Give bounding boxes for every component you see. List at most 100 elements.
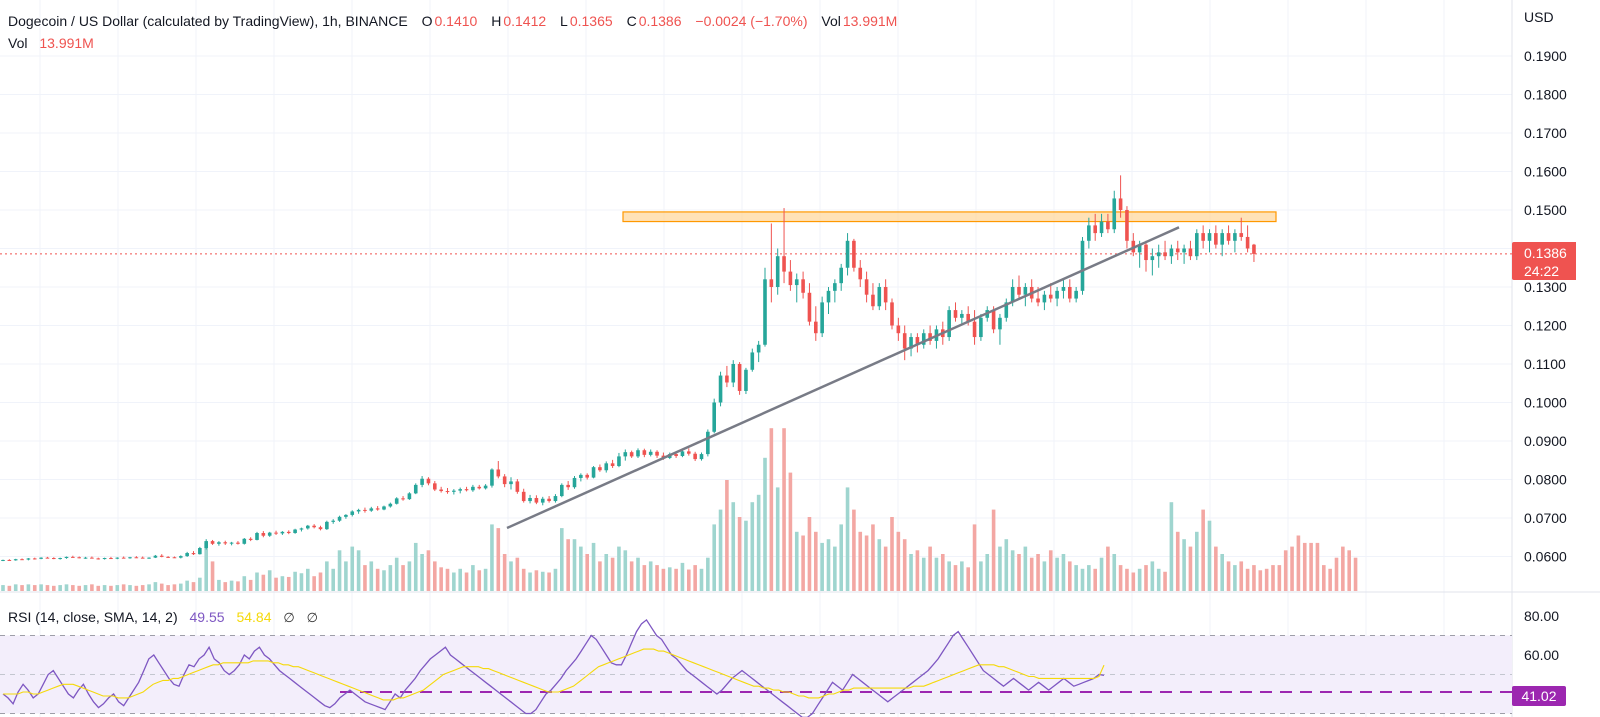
candle-body xyxy=(1175,248,1180,253)
rsi-legend: RSI (14, close, SMA, 14, 2) 49.55 54.84 … xyxy=(8,609,320,626)
price-axis[interactable]: 0.19000.18000.17000.16000.15000.14000.13… xyxy=(1524,48,1567,663)
volume-bar xyxy=(331,568,335,591)
candle-body xyxy=(128,557,132,559)
volume-bar xyxy=(58,585,62,591)
ascending-trendline xyxy=(506,226,1180,530)
volume-bar xyxy=(255,572,259,591)
candle-body xyxy=(902,333,907,349)
candle-body xyxy=(299,528,304,530)
volume-bar xyxy=(45,585,50,591)
candle-body xyxy=(375,508,380,510)
volume-bar xyxy=(26,584,31,591)
volume-bar xyxy=(1315,542,1320,591)
volume-bar xyxy=(356,550,361,591)
candle-body xyxy=(1112,198,1117,230)
candle-body xyxy=(1163,252,1167,257)
candle-body xyxy=(725,375,729,383)
candle-body xyxy=(1125,210,1129,241)
candle-body xyxy=(439,489,443,492)
volume-bar xyxy=(248,579,253,591)
candle-body xyxy=(991,310,996,330)
candle-body xyxy=(1144,244,1148,261)
candle-body xyxy=(445,491,450,493)
volume-bar xyxy=(998,546,1002,591)
volume-bar xyxy=(1322,565,1326,591)
volume-bar xyxy=(572,539,577,591)
volume-bar xyxy=(1182,539,1186,591)
candle-body xyxy=(1239,233,1244,237)
candle-body xyxy=(864,279,869,295)
candle-body xyxy=(737,364,742,391)
annotations-front[interactable] xyxy=(506,226,1180,530)
candle-body xyxy=(286,531,291,534)
last-price-tag: 0.1386 24:22 xyxy=(1512,242,1576,280)
symbol-title[interactable]: Dogecoin / US Dollar (calculated by Trad… xyxy=(8,13,408,29)
candle-body xyxy=(947,310,951,338)
candle-body xyxy=(731,364,736,383)
candle-body xyxy=(388,503,393,507)
volume-bar xyxy=(153,582,158,591)
volume-bar xyxy=(591,542,596,591)
hidden-value-icon[interactable]: ∅ xyxy=(283,610,295,625)
volume-bar xyxy=(915,550,920,591)
candle-body xyxy=(337,516,342,521)
candle-body xyxy=(553,496,558,502)
volume-bar xyxy=(909,554,913,591)
rsi-label[interactable]: RSI (14, close, SMA, 14, 2) xyxy=(8,609,178,625)
volume-bar xyxy=(433,561,437,591)
candle-body xyxy=(572,477,577,488)
volume-bar xyxy=(521,568,526,591)
candle-body xyxy=(52,558,56,560)
volume-bar xyxy=(699,568,704,591)
volume-bar xyxy=(502,554,507,591)
volume-bar xyxy=(172,584,177,591)
candle-body xyxy=(1055,290,1059,299)
candle-body xyxy=(858,267,863,280)
hidden-value-icon-2[interactable]: ∅ xyxy=(306,610,318,625)
candle-body xyxy=(401,498,405,500)
candle-body xyxy=(204,541,208,549)
volume-bar xyxy=(890,517,894,591)
volume-bar xyxy=(413,542,418,591)
main-legend: Dogecoin / US Dollar (calculated by Trad… xyxy=(8,13,899,29)
currency-label[interactable]: USD xyxy=(1524,9,1554,25)
candle-body xyxy=(915,337,920,345)
candle-body xyxy=(433,483,437,490)
volume-bar xyxy=(941,554,945,591)
candle-body xyxy=(1220,233,1224,245)
volume-bar xyxy=(1093,568,1097,591)
candle-body xyxy=(1099,221,1104,234)
volume-bar xyxy=(210,561,215,591)
volume-bar xyxy=(509,561,513,591)
volume-bar xyxy=(725,480,729,591)
volume-bar xyxy=(280,576,285,591)
candle-body xyxy=(293,529,297,534)
candle-body xyxy=(312,525,316,528)
volume-bar xyxy=(1233,565,1237,591)
volume-bar xyxy=(814,531,818,591)
volume-label[interactable]: Vol xyxy=(8,35,28,51)
volume-bar xyxy=(985,554,990,591)
volume-bar xyxy=(1061,554,1066,591)
price-tick-label: 0.0900 xyxy=(1524,433,1567,449)
candle-body xyxy=(236,542,240,544)
volume-bar xyxy=(1220,554,1224,591)
candle-body xyxy=(769,279,774,287)
candle-body xyxy=(1118,198,1123,210)
volume-bar xyxy=(375,568,380,591)
candle-body xyxy=(1214,233,1218,245)
volume-bar xyxy=(807,517,812,591)
candle-body xyxy=(496,469,501,477)
price-tick-label: 0.1600 xyxy=(1524,164,1567,180)
close-value: 0.1386 xyxy=(638,13,682,29)
candle-body xyxy=(871,294,875,307)
volume-bar xyxy=(471,565,475,591)
rsi-value: 49.55 xyxy=(189,609,225,625)
price-tick-label: 0.1300 xyxy=(1524,279,1567,295)
volume-bar xyxy=(464,572,469,591)
candle-body xyxy=(452,490,456,492)
volume-bar xyxy=(655,565,659,591)
candle-body xyxy=(693,453,697,460)
candle-body xyxy=(788,271,793,286)
